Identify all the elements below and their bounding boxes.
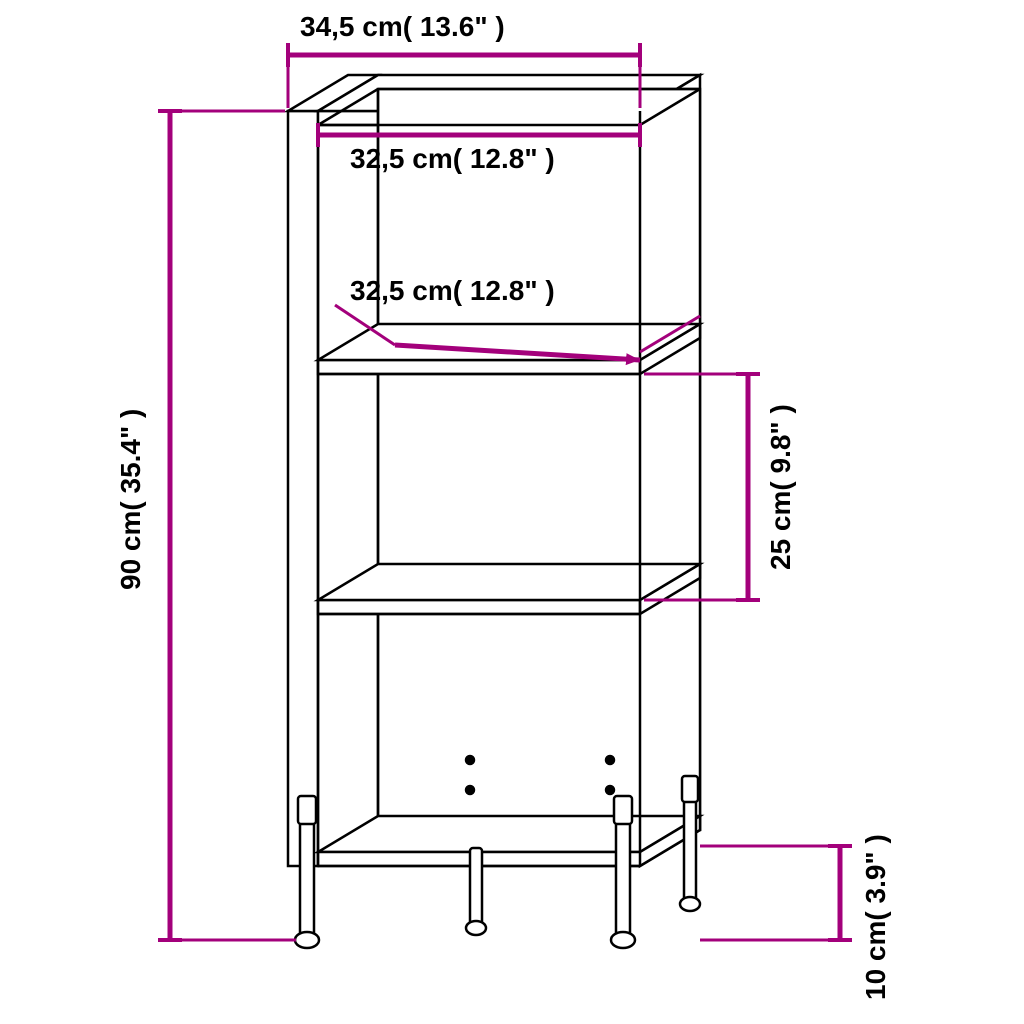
dim-top-width-label: 34,5 cm( 13.6" ) — [300, 11, 505, 42]
dim-inner-width-label: 32,5 cm( 12.8" ) — [350, 143, 555, 174]
dim-leg-height-label: 10 cm( 3.9" ) — [860, 834, 891, 1000]
dim-height-label: 90 cm( 35.4" ) — [115, 409, 146, 590]
dim-shelf-gap-label: 25 cm( 9.8" ) — [765, 404, 796, 570]
dim-depth-label: 32,5 cm( 12.8" ) — [350, 275, 555, 306]
